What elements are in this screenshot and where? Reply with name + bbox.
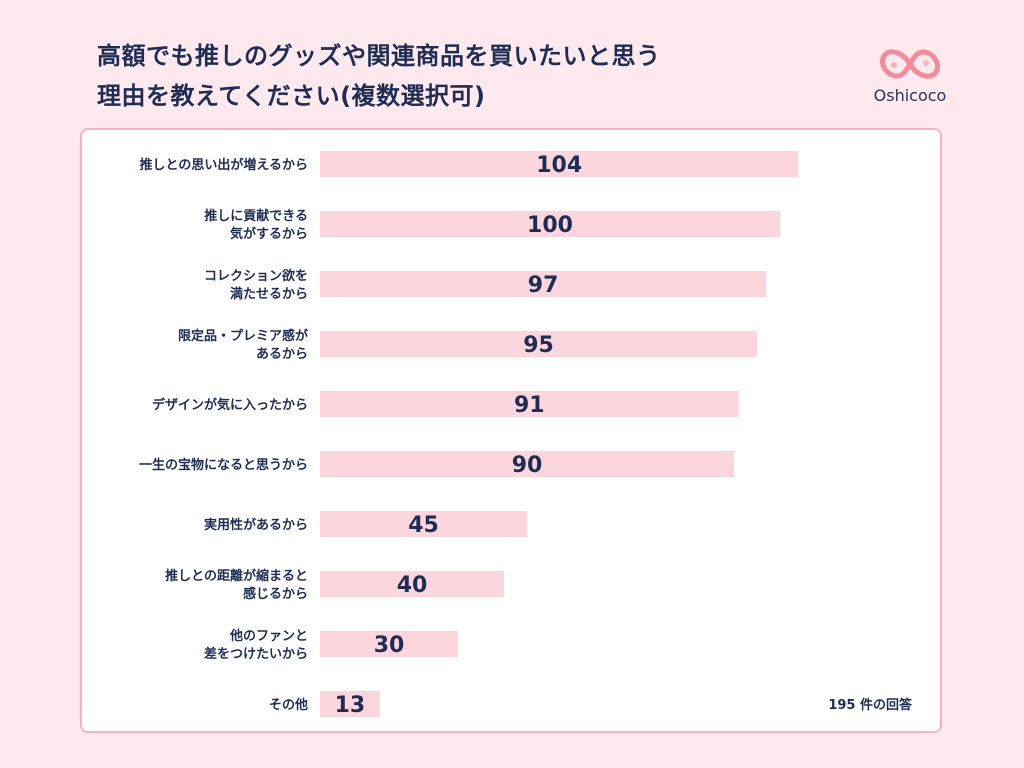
bar: [320, 691, 380, 717]
chart-card: 104 推しとの思い出が増えるから 100 推しに貢献できる気がするから 97 コレクショ…: [80, 128, 942, 733]
category-label: 実用性があるから: [204, 517, 308, 533]
bar: [320, 211, 780, 237]
bar-value-label: 95: [523, 333, 554, 358]
category-label-line: 推しに貢献できる: [204, 208, 308, 224]
response-count: 195 件の回答: [828, 698, 912, 713]
bar-value-label: 40: [397, 573, 428, 598]
bar: [320, 391, 739, 417]
category-label-line: あるから: [256, 347, 308, 362]
bar-value-label: 13: [335, 693, 366, 718]
category-label: その他: [269, 697, 308, 713]
category-label: 限定品・プレミア感があるから: [178, 328, 308, 362]
category-label: 一生の宝物になると思うから: [139, 457, 308, 473]
brand-name: Oshicoco: [873, 86, 947, 105]
category-label: 推しとの距離が縮まると感じるから: [165, 568, 308, 602]
bar-value-label: 90: [512, 453, 543, 478]
brand-logo: Oshicoco: [868, 44, 952, 105]
bar: [320, 271, 767, 297]
bar: [320, 571, 504, 597]
category-label-line: 感じるから: [243, 586, 308, 602]
chart-title: 高額でも推しのグッズや関連商品を買いたいと思う 理由を教えてください(複数選択可…: [97, 42, 661, 110]
category-label-line: 推しとの距離が縮まると: [165, 568, 308, 584]
category-label-line: その他: [269, 697, 308, 713]
category-label-line: コレクション欲を: [204, 268, 308, 284]
bar-value-label: 45: [408, 513, 439, 538]
category-label-line: 実用性があるから: [204, 517, 308, 533]
category-label: 他のファンと差をつけたいから: [204, 628, 308, 662]
category-label-line: 満たせるから: [230, 286, 308, 302]
bar-value-label: 91: [514, 393, 545, 418]
category-label-line: 一生の宝物になると思うから: [139, 457, 308, 473]
bar-value-label: 30: [374, 633, 405, 658]
bar-chart: 104 推しとの思い出が増えるから 100 推しに貢献できる気がするから 97 コレクショ…: [139, 151, 799, 718]
category-label-line: 他のファンと: [229, 628, 308, 644]
category-label: 推しに貢献できる気がするから: [204, 208, 308, 242]
category-label-line: 差をつけたいから: [204, 646, 308, 662]
bar-value-label: 100: [527, 213, 573, 238]
bar-value-label: 97: [528, 273, 559, 298]
category-label: コレクション欲を満たせるから: [204, 268, 308, 302]
category-label: デザインが気に入ったから: [152, 397, 308, 413]
category-label-line: 推しとの思い出が増えるから: [140, 157, 308, 173]
category-label-line: 気がするから: [230, 226, 308, 242]
bar: [320, 151, 799, 177]
bar: [320, 331, 757, 357]
bar: [320, 451, 734, 477]
category-label: 推しとの思い出が増えるから: [140, 157, 308, 173]
category-label-line: デザインが気に入ったから: [152, 397, 308, 413]
bar: [320, 511, 527, 537]
infinity-heart-icon: [880, 49, 940, 79]
category-label-line: 限定品・プレミア感が: [178, 328, 308, 344]
bar-value-label: 104: [536, 153, 582, 178]
bar: [320, 631, 458, 657]
